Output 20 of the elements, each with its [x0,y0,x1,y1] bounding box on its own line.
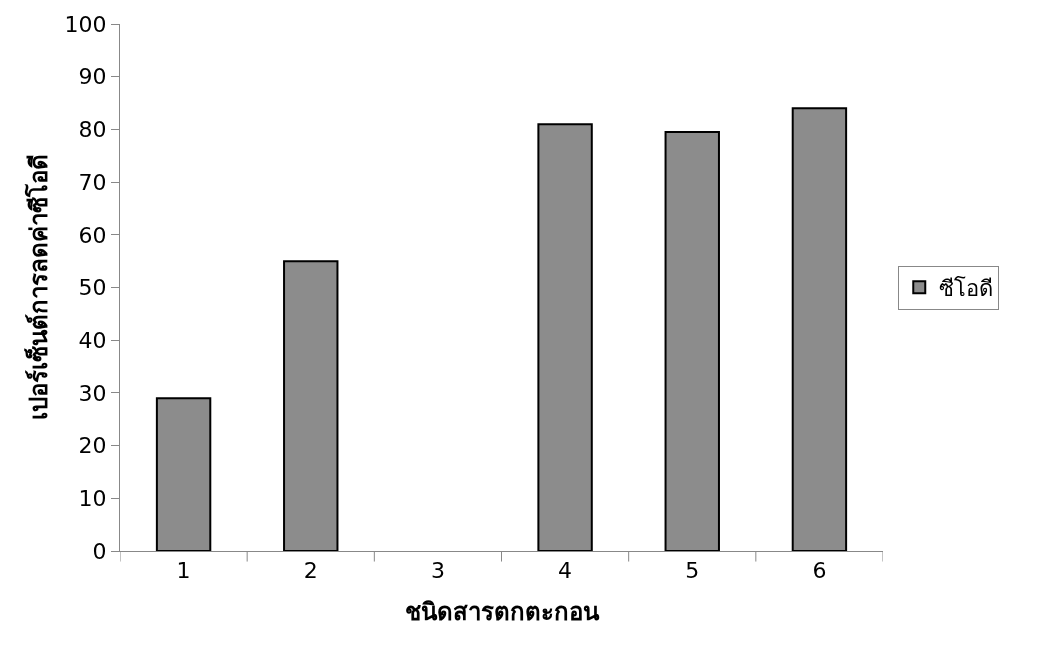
x-tick-label: 4 [558,558,573,584]
x-tick-label: 1 [176,558,191,584]
y-tick-label: 0 [92,538,107,564]
y-tick-label: 80 [78,117,107,143]
y-tick-label: 60 [78,222,107,248]
x-tick-label: 5 [685,558,700,584]
y-tick-label: 20 [78,433,107,459]
y-tick-label: 10 [78,486,107,511]
x-axis-title: ชนิดสารตกตะกอน [404,597,600,626]
y-tick-label: 70 [78,169,107,195]
x-tick-label: 6 [812,558,827,584]
x-tick-label: 2 [303,558,318,584]
y-tick-label: 50 [78,275,107,301]
y-tick-label: 30 [78,380,107,406]
x-tick-label: 3 [430,558,445,584]
y-tick-label: 90 [78,64,107,90]
y-axis-title: เปอร์เซ็นต์การลดค่าซีโอดี [23,154,53,421]
y-tick-label: 40 [78,327,107,353]
legend-label: ซีโอดี [939,275,994,301]
y-tick-label: 100 [64,11,107,37]
